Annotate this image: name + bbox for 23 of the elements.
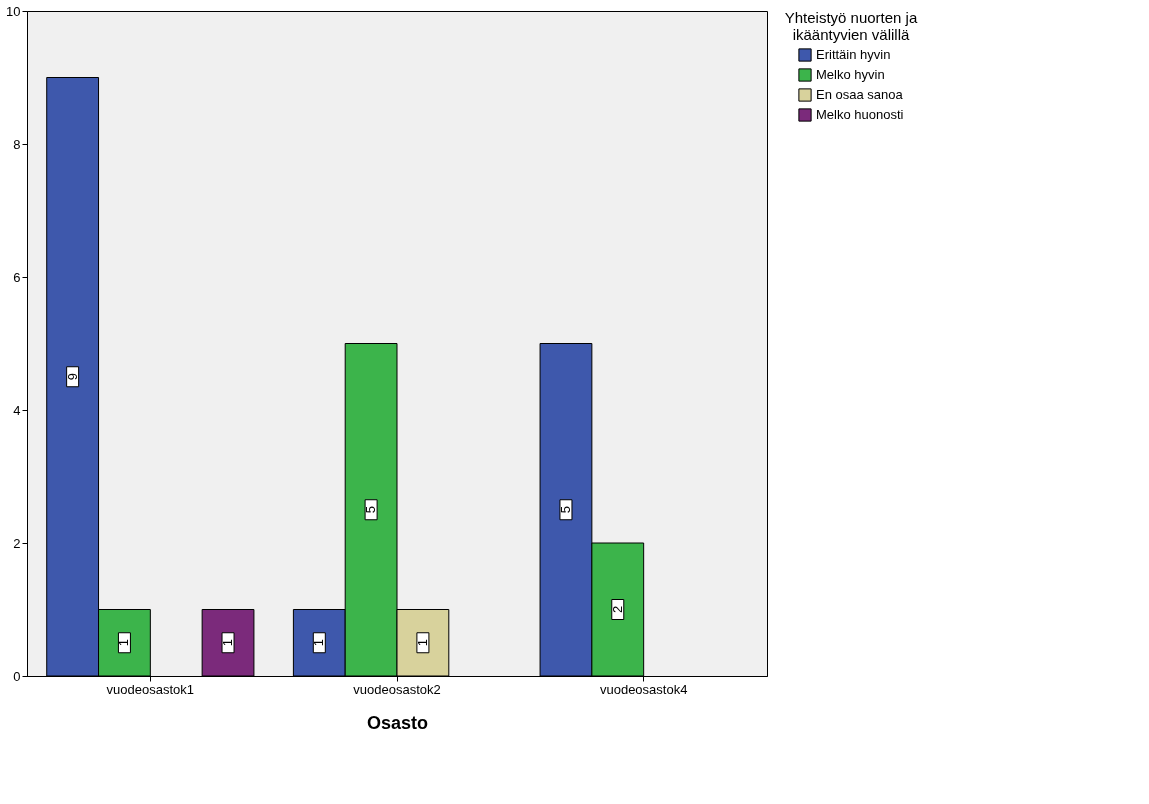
data-label: 1 <box>220 639 236 647</box>
y-tick-label: 0 <box>13 668 21 684</box>
x-tick-label: vuodeosastok1 <box>106 681 195 697</box>
x-tick-label: vuodeosastok2 <box>353 681 441 697</box>
data-label: 1 <box>311 639 327 647</box>
y-tick-label: 6 <box>13 269 21 285</box>
data-label: 9 <box>64 373 80 381</box>
legend-label: Melko hyvin <box>816 67 885 82</box>
legend-label: Melko huonosti <box>816 107 904 122</box>
data-label: 2 <box>609 605 625 614</box>
data-label: 5 <box>557 506 573 514</box>
y-tick-label: 2 <box>13 535 21 551</box>
legend-label: En osaa sanoa <box>816 87 904 102</box>
legend-label: Erittäin hyvin <box>816 47 891 62</box>
y-tick-label: 8 <box>13 136 21 152</box>
y-tick-label: 10 <box>6 3 21 19</box>
data-label: 1 <box>116 639 132 647</box>
y-tick-label: 4 <box>13 402 21 418</box>
data-label: 5 <box>363 506 379 514</box>
x-axis-title: Osasto <box>366 712 429 733</box>
x-tick-label: vuodeosastok4 <box>599 681 688 697</box>
data-label: 1 <box>414 639 430 647</box>
legend-title: Yhteistyö nuorten ja ikääntyvien välillä <box>784 9 918 43</box>
